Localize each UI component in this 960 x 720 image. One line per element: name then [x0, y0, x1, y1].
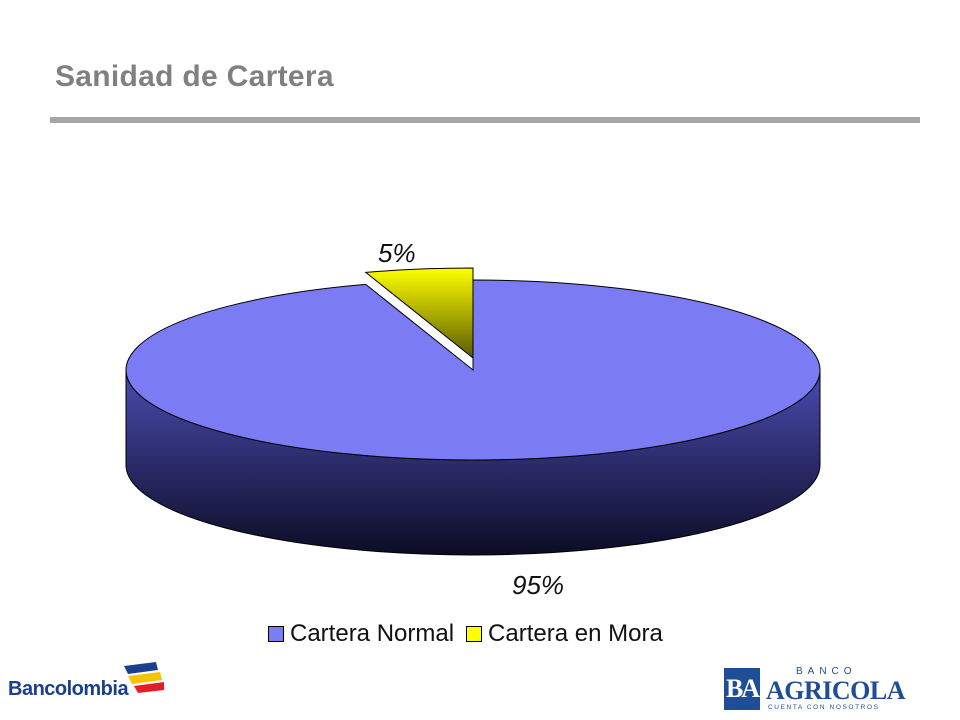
legend-label-cartera-normal: Cartera Normal — [290, 620, 455, 647]
ba-name-text: AGRICOLA — [766, 676, 906, 705]
bancolombia-emblem-icon — [124, 662, 164, 693]
pie-slice-cartera-en-mora — [364, 267, 474, 360]
banco-agricola-logo: BA BANCO AGRICOLA CUENTA CON NOSOTROS — [724, 664, 914, 714]
ba-banco-text: BANCO — [796, 666, 857, 677]
chart-legend: Cartera Normal Cartera en Mora — [268, 620, 675, 648]
ba-monogram-icon: BA — [724, 668, 760, 710]
legend-item-cartera-en-mora: Cartera en Mora — [466, 620, 663, 648]
page-title: Sanidad de Cartera — [55, 60, 334, 93]
legend-item-cartera-normal: Cartera Normal — [268, 620, 454, 648]
data-label-cartera-en-mora: 5% — [378, 238, 416, 268]
bancolombia-logo-text: Bancolombia — [8, 678, 129, 700]
legend-swatch-cartera-en-mora — [466, 626, 483, 642]
legend-swatch-cartera-normal — [268, 626, 284, 642]
pie-slice-cartera-normal — [125, 279, 821, 461]
data-label-cartera-normal: 95% — [512, 570, 564, 600]
legend-label-cartera-en-mora: Cartera en Mora — [488, 620, 663, 647]
bancolombia-logo: Bancolombia — [6, 660, 166, 710]
title-divider — [50, 117, 920, 123]
ba-tagline-text: CUENTA CON NOSOTROS — [768, 704, 880, 711]
